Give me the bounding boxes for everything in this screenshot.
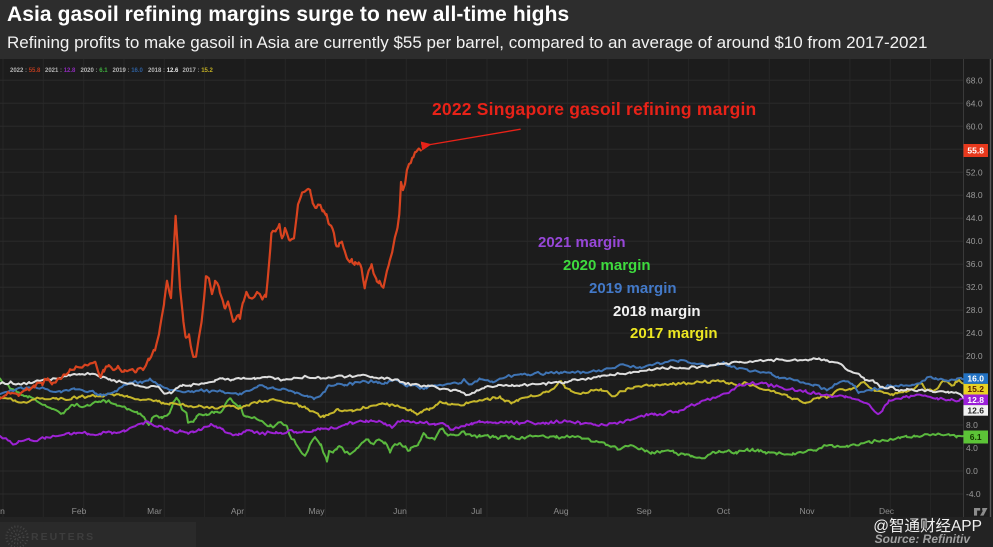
svg-text:8.0: 8.0	[966, 420, 978, 430]
svg-text:32.0: 32.0	[966, 282, 983, 292]
svg-text:Mar: Mar	[147, 506, 162, 516]
svg-text:40.0: 40.0	[966, 236, 983, 246]
svg-text:36.0: 36.0	[966, 259, 983, 269]
svg-text:-4.0: -4.0	[966, 489, 981, 499]
svg-text:55.8: 55.8	[967, 146, 984, 156]
svg-text:Jul: Jul	[471, 506, 482, 516]
svg-text:68.0: 68.0	[966, 75, 983, 85]
svg-text:0.0: 0.0	[966, 466, 978, 476]
svg-text:Apr: Apr	[231, 506, 244, 516]
svg-text:12.6: 12.6	[967, 405, 984, 415]
svg-text:May: May	[308, 506, 325, 516]
svg-text:Jun: Jun	[393, 506, 407, 516]
svg-text:12.8: 12.8	[967, 395, 984, 405]
svg-text:15.2: 15.2	[967, 384, 984, 394]
svg-text:24.0: 24.0	[966, 328, 983, 338]
svg-text:20.0: 20.0	[966, 351, 983, 361]
svg-text:Feb: Feb	[72, 506, 87, 516]
svg-text:60.0: 60.0	[966, 121, 983, 131]
svg-text:6.1: 6.1	[970, 432, 982, 442]
svg-text:Aug: Aug	[553, 506, 568, 516]
svg-text:48.0: 48.0	[966, 190, 983, 200]
svg-text:16.0: 16.0	[967, 374, 984, 384]
svg-text:Jan: Jan	[0, 506, 5, 516]
svg-text:28.0: 28.0	[966, 305, 983, 315]
svg-text:64.0: 64.0	[966, 98, 983, 108]
svg-text:Oct: Oct	[717, 506, 731, 516]
svg-text:Sep: Sep	[636, 506, 651, 516]
svg-text:Dec: Dec	[879, 506, 895, 516]
svg-text:44.0: 44.0	[966, 213, 983, 223]
svg-text:Nov: Nov	[799, 506, 815, 516]
svg-text:52.0: 52.0	[966, 167, 983, 177]
svg-text:4.0: 4.0	[966, 443, 978, 453]
